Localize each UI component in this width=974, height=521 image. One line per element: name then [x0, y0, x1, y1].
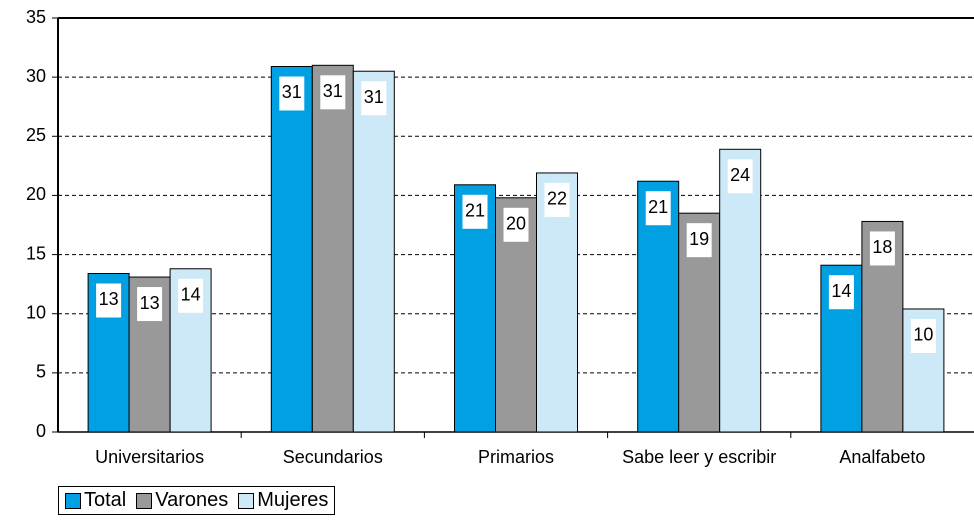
x-tick-label: Primarios	[477, 447, 554, 467]
value-label-box	[96, 283, 122, 318]
bar	[352, 70, 395, 433]
value-label: 18	[872, 237, 892, 257]
legend-swatch	[136, 492, 153, 509]
value-label: 19	[689, 229, 709, 249]
value-label: 14	[181, 285, 201, 305]
value-label: 22	[547, 189, 567, 209]
value-label-box	[279, 76, 305, 111]
legend-swatch	[238, 492, 255, 509]
value-label-box	[462, 194, 488, 229]
legend-swatch	[65, 492, 81, 509]
value-label-box	[503, 207, 529, 242]
legend-item: Total	[65, 489, 126, 512]
legend-item: Varones	[136, 489, 228, 512]
value-label: 31	[323, 81, 343, 101]
value-label: 20	[506, 214, 526, 234]
value-label-box	[910, 318, 936, 353]
value-label-box	[828, 275, 854, 310]
value-label: 31	[364, 87, 384, 107]
y-tick-label: 30	[26, 66, 46, 86]
legend-label: Varones	[155, 489, 229, 511]
value-label-box	[727, 159, 753, 194]
value-label-box	[320, 75, 346, 110]
value-label: 21	[465, 201, 485, 221]
y-tick-label: 5	[36, 362, 46, 382]
y-tick-label: 25	[26, 125, 46, 145]
y-tick-label: 20	[26, 184, 46, 204]
bar	[311, 64, 354, 433]
value-label: 13	[99, 289, 119, 309]
y-tick-label: 10	[26, 302, 46, 322]
x-tick-label: Secundarios	[282, 447, 383, 467]
value-label: 14	[831, 281, 851, 301]
value-label: 13	[140, 293, 160, 313]
legend-item: Mujeres	[238, 489, 328, 512]
x-tick-label: Universitarios	[95, 447, 205, 467]
y-tick-label: 0	[36, 421, 46, 441]
x-tick-label: Analfabeto	[839, 447, 926, 467]
value-label-box	[361, 81, 387, 116]
value-label-box	[137, 287, 163, 322]
value-label: 10	[913, 325, 933, 345]
value-label-box	[869, 231, 895, 266]
legend: Total Varones Mujeres	[58, 486, 336, 515]
y-tick-label: 15	[26, 243, 46, 263]
legend-label: Mujeres	[257, 489, 329, 511]
legend-label: Total	[84, 489, 127, 511]
value-label: 24	[730, 165, 750, 185]
bar	[719, 148, 762, 433]
value-label: 31	[282, 82, 302, 102]
value-label: 21	[648, 197, 668, 217]
x-tick-label: Sabe leer y escribir	[622, 447, 777, 467]
value-label-box	[178, 278, 204, 313]
value-label-box	[645, 191, 671, 226]
value-label-box	[686, 223, 712, 258]
y-tick-label: 35	[26, 7, 46, 27]
value-label-box	[544, 182, 570, 217]
bar	[270, 65, 313, 433]
